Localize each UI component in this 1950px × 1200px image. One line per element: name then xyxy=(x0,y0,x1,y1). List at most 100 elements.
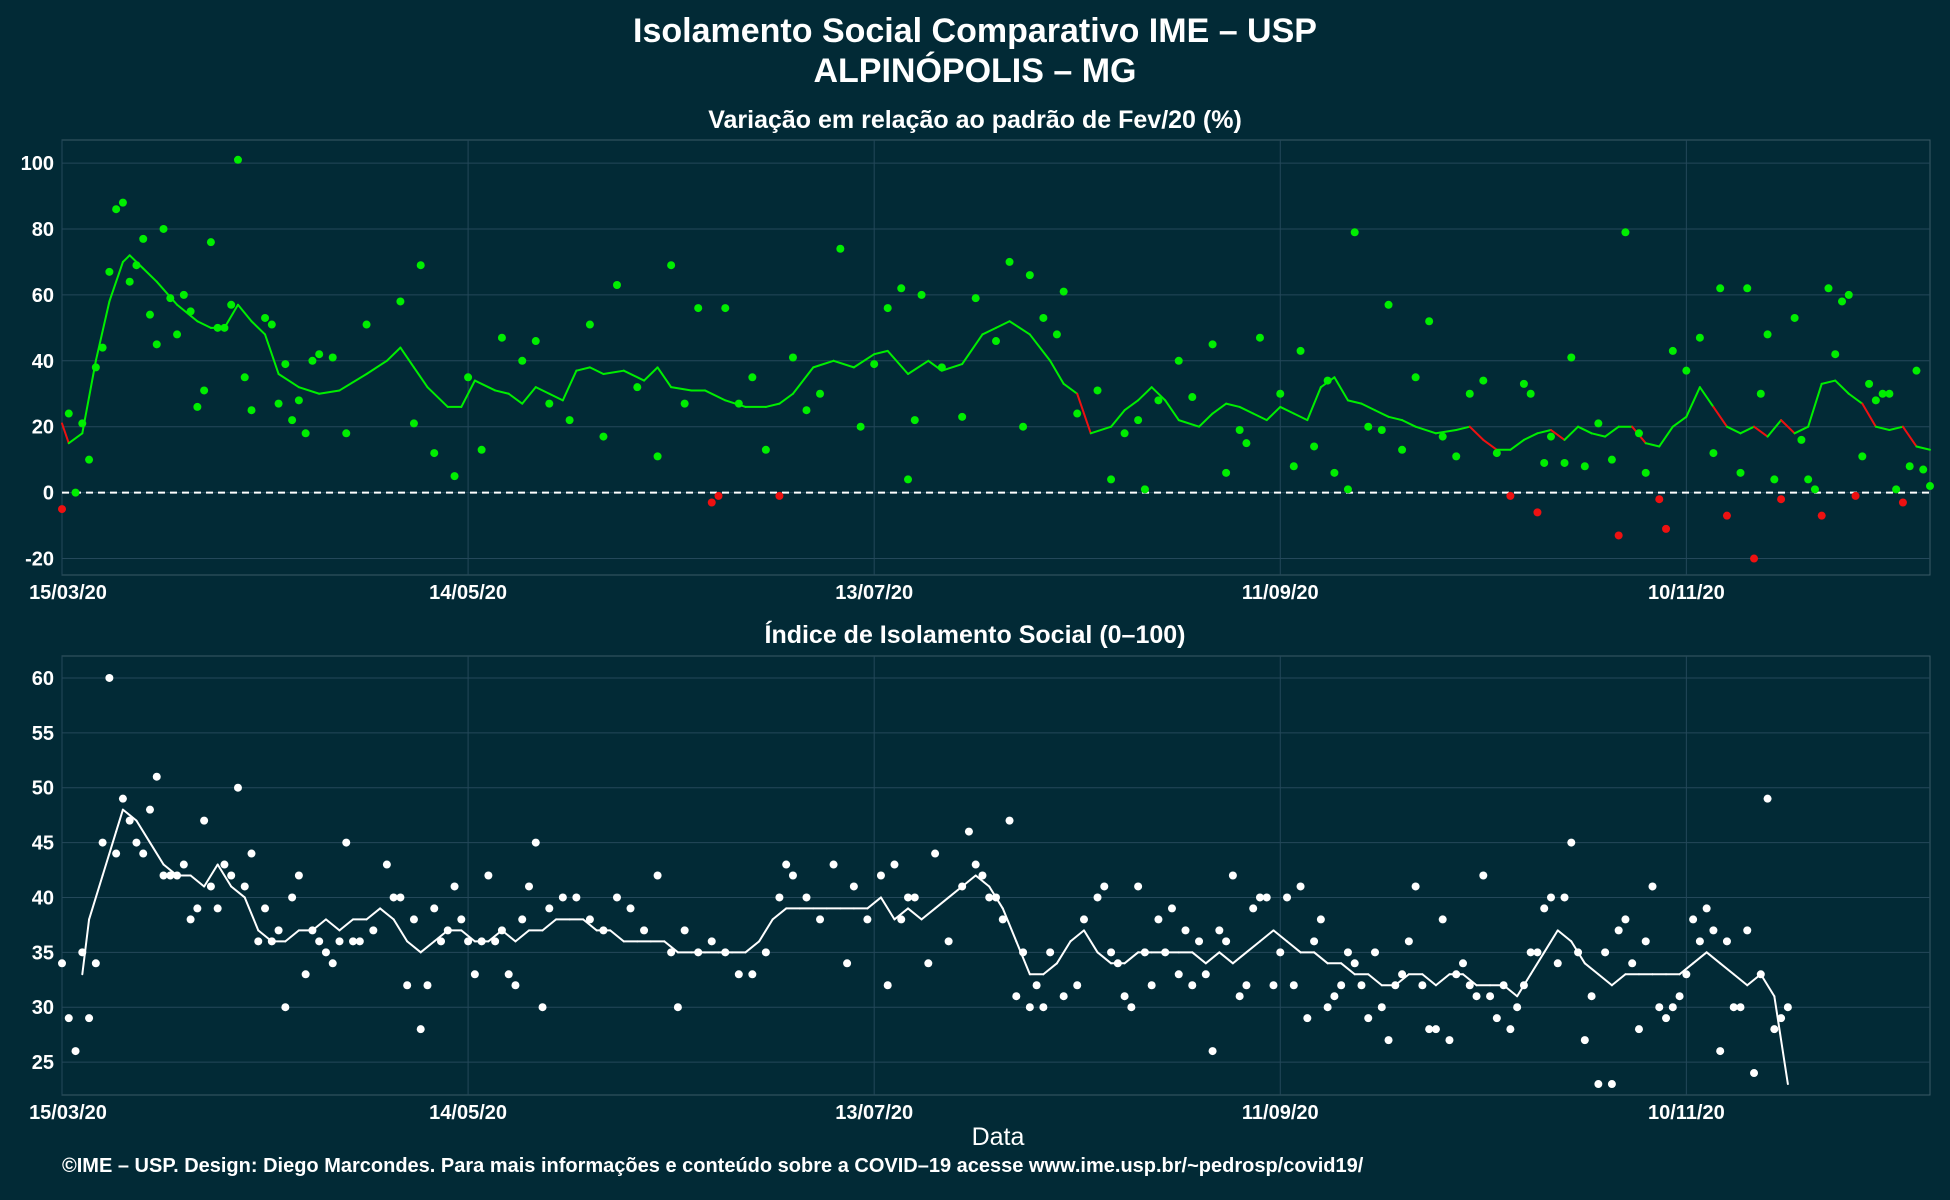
p2-trend-segment xyxy=(974,874,991,888)
p1-data-point xyxy=(1140,485,1149,494)
p2-data-point xyxy=(112,849,121,858)
p2-data-point xyxy=(944,937,953,946)
p2-data-point xyxy=(416,1025,425,1034)
p2-trend-segment xyxy=(1759,973,1776,998)
p1-data-point xyxy=(802,406,811,415)
p2-data-point xyxy=(504,970,513,979)
p2-trend-segment xyxy=(1001,907,1018,943)
p2-data-point xyxy=(1689,915,1698,924)
p2-data-point xyxy=(829,860,838,869)
p2-data-point xyxy=(1350,959,1359,968)
p2-data-point xyxy=(863,915,872,924)
p1-data-point xyxy=(145,310,154,319)
p2-data-point xyxy=(1750,1069,1759,1078)
p2-trend-segment xyxy=(1529,951,1546,976)
p1-data-point xyxy=(1188,393,1197,402)
p1-data-point xyxy=(1052,330,1061,339)
p2-data-point xyxy=(910,893,919,902)
panel2-grid xyxy=(61,655,1931,1096)
p2-data-point xyxy=(1668,1003,1677,1012)
p2-trend-segment xyxy=(1258,929,1275,943)
p1-data-point xyxy=(1892,485,1901,494)
p1-data-point xyxy=(1492,449,1501,458)
p2-data-point xyxy=(518,915,527,924)
p2-data-point xyxy=(761,948,770,957)
p1-data-point xyxy=(1668,346,1677,355)
p1-trend-segment xyxy=(1874,425,1891,431)
p2-data-point xyxy=(1770,1025,1779,1034)
p2-data-point xyxy=(200,816,209,825)
p1-data-point xyxy=(1343,485,1352,494)
p1-data-point xyxy=(1709,449,1718,458)
p1-trend-segment xyxy=(1346,399,1363,405)
p2-data-point xyxy=(1337,981,1346,990)
p1-trend-segment xyxy=(995,320,1011,329)
p2-data-point xyxy=(1628,959,1637,968)
p2-trend-segment xyxy=(148,841,165,866)
panel2-title: Índice de Isolamento Social (0–100) xyxy=(765,620,1186,649)
p2-data-point xyxy=(1222,937,1231,946)
p2-data-point xyxy=(1722,937,1731,946)
p2-data-point xyxy=(430,904,439,913)
p2-data-point xyxy=(1594,1080,1603,1089)
p2-data-point xyxy=(1526,948,1535,957)
p2-trend-segment xyxy=(609,929,625,943)
p2-data-point xyxy=(971,860,980,869)
p2-trend-segment xyxy=(1123,951,1140,965)
p1-x-tick-label: 13/07/20 xyxy=(835,582,913,604)
p2-data-point xyxy=(369,926,378,935)
p2-trend-segment xyxy=(920,907,937,921)
p1-trend-segment xyxy=(812,359,835,369)
p1-data-point xyxy=(1289,462,1298,471)
p1-data-point xyxy=(1107,475,1116,484)
p2-data-point xyxy=(1486,992,1495,1001)
p2-data-point xyxy=(1384,1036,1393,1045)
p2-data-point xyxy=(1039,1003,1048,1012)
p2-data-point xyxy=(1729,1003,1738,1012)
p1-trend-segment xyxy=(318,389,341,395)
p2-data-point xyxy=(497,926,506,935)
p1-trend-segment xyxy=(1360,402,1377,412)
p1-data-point xyxy=(531,337,540,346)
p1-data-point xyxy=(1222,468,1231,477)
p1-y-tick-label: 0 xyxy=(43,483,54,505)
p1-trend-segment xyxy=(142,267,158,283)
p1-data-point xyxy=(281,360,290,369)
p1-trend-segment xyxy=(1807,382,1823,428)
p1-data-point xyxy=(1093,386,1102,395)
p2-data-point xyxy=(667,948,676,957)
p2-trend-segment xyxy=(419,940,436,954)
p1-data-point xyxy=(112,205,121,214)
p1-data-point xyxy=(1750,554,1759,563)
p2-data-point xyxy=(1330,992,1339,1001)
p2-data-point xyxy=(1276,948,1285,957)
p2-data-point xyxy=(179,860,188,869)
p2-data-point xyxy=(1499,981,1508,990)
p2-data-point xyxy=(782,860,791,869)
p1-data-point xyxy=(173,330,182,339)
p2-data-point xyxy=(274,926,283,935)
p2-data-point xyxy=(1120,992,1129,1001)
p1-data-point xyxy=(1634,429,1643,438)
p1-data-point xyxy=(58,505,66,514)
p2-trend-segment xyxy=(216,863,233,888)
p1-trend-segment xyxy=(1644,442,1661,448)
p2-trend-segment xyxy=(1272,929,1289,943)
p1-data-point xyxy=(1323,376,1332,385)
p1-trend-segment xyxy=(1563,425,1580,441)
p1-trend-segment xyxy=(196,320,212,329)
p2-data-point xyxy=(531,838,540,847)
p1-data-point xyxy=(1736,468,1745,477)
p2-data-point xyxy=(1140,948,1149,957)
p1-data-point xyxy=(328,353,337,362)
p1-data-point xyxy=(105,267,114,276)
p2-data-point xyxy=(734,970,743,979)
p2-data-point xyxy=(876,871,885,880)
p2-data-point xyxy=(152,772,161,781)
p1-trend-segment xyxy=(1847,392,1864,405)
p2-data-point xyxy=(233,783,242,792)
p1-trend-segment xyxy=(622,369,646,382)
p2-data-point xyxy=(572,893,581,902)
p2-data-point xyxy=(1073,981,1082,990)
p1-trend-segment xyxy=(1177,419,1201,428)
